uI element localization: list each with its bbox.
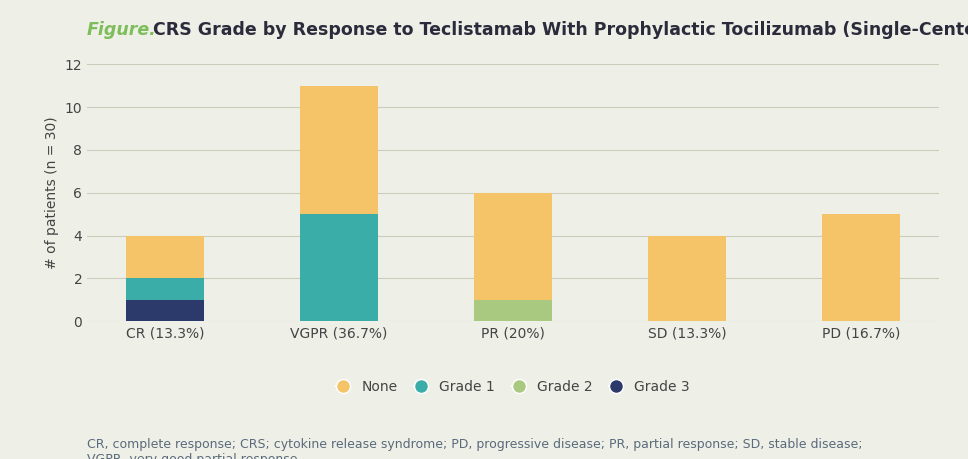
Bar	[822, 214, 900, 321]
Bar	[126, 300, 204, 321]
Bar	[126, 279, 204, 300]
Bar	[126, 235, 204, 279]
Text: CR, complete response; CRS; cytokine release syndrome; PD, progressive disease; : CR, complete response; CRS; cytokine rel…	[87, 438, 862, 459]
Bar	[474, 193, 552, 300]
Bar	[474, 300, 552, 321]
Bar	[300, 214, 378, 321]
Y-axis label: # of patients (n = 30): # of patients (n = 30)	[45, 117, 59, 269]
Text: CRS Grade by Response to Teclistamab With Prophylactic Tocilizumab (Single-Cente: CRS Grade by Response to Teclistamab Wit…	[147, 21, 968, 39]
Text: Figure.: Figure.	[87, 21, 157, 39]
Bar	[300, 86, 378, 214]
Legend: None, Grade 1, Grade 2, Grade 3: None, Grade 1, Grade 2, Grade 3	[331, 375, 695, 400]
Bar	[648, 235, 726, 321]
